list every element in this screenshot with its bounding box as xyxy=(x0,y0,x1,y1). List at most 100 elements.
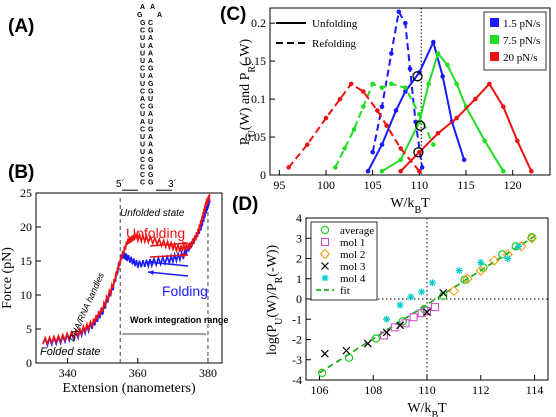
y-axis-label-c: PU(W) and PR(-W) xyxy=(238,38,258,145)
average-point xyxy=(371,334,381,343)
end-5-label: 5´ xyxy=(116,178,125,190)
y-tick-label-b: 15 xyxy=(20,254,32,268)
stem-base-left: U xyxy=(140,111,145,118)
refolding-point xyxy=(379,104,385,109)
unfolding-point xyxy=(426,81,431,87)
unfolding-point xyxy=(379,168,385,174)
mol-3-point xyxy=(439,289,448,297)
y-tick-label-d: -2 xyxy=(292,333,302,347)
loop-base: A xyxy=(150,4,155,11)
unfolding-point xyxy=(487,81,492,87)
x-tick-label-c: 110 xyxy=(411,178,429,192)
stem-base-right: A xyxy=(148,73,153,80)
stem-base-left: C xyxy=(140,88,145,95)
x-tick-label-c: 120 xyxy=(504,178,522,192)
y-tick-label-b: 5 xyxy=(26,322,32,336)
stem-base-left: U xyxy=(140,134,145,141)
refolding-point xyxy=(361,89,366,94)
stem-base-right: U xyxy=(148,96,153,103)
y-axis-label-d: log(PU(W)/PR(-W)) xyxy=(265,245,285,356)
annotation-handles: DNA/RNA handles xyxy=(67,271,107,343)
annotation-unfolded-state: Unfolded state xyxy=(120,208,185,219)
panel-label-d: (D) xyxy=(232,194,258,215)
refolding-point xyxy=(351,127,357,132)
stem-base-left: U xyxy=(140,81,145,88)
legend-entry-label: mol 2 xyxy=(340,249,365,261)
legend-marker xyxy=(320,225,330,235)
x-tick-label-b: 340 xyxy=(59,366,77,380)
unfolding-arrow-1 xyxy=(149,242,189,247)
unfolding-point xyxy=(393,108,399,113)
annotation-unfolding: Unfolding xyxy=(126,225,185,241)
unfolding-point xyxy=(482,138,487,144)
y-tick-label-d: 1 xyxy=(296,272,302,286)
refolding-point xyxy=(431,142,436,147)
folding-arrow-2-head xyxy=(148,270,154,275)
y-tick-label-c: 0.15 xyxy=(245,54,266,68)
stem-base-right: A xyxy=(148,142,153,149)
y-tick-label-b: 20 xyxy=(20,220,32,234)
legend-rate-1: 1.5 pN/s xyxy=(503,18,540,30)
stem-base-right: G xyxy=(148,88,154,95)
stem-base-right: A xyxy=(148,35,153,42)
legend-rate-2: 7.5 pN/s xyxy=(503,35,540,47)
x-tick-label-c: 100 xyxy=(317,178,335,192)
unfolding-arrow-2 xyxy=(149,254,189,258)
annotation-folded-state: Folded state xyxy=(40,346,101,358)
mol-3-point xyxy=(423,308,431,317)
mol-1-point xyxy=(379,331,388,340)
stem-base-right: G xyxy=(148,157,154,164)
mol-3-point xyxy=(320,349,329,358)
y-tick-label-c: 0.05 xyxy=(245,130,266,144)
panel-c-work-distributions: 0 0.05 0.1 0.15 0.2 95 100 105 110 115 120 Unfoldi… xyxy=(238,7,551,216)
x-tick-label-c: 105 xyxy=(364,178,382,192)
y-tick-label-b: 25 xyxy=(20,186,32,200)
mol-4-point xyxy=(514,242,522,250)
loop-base: G xyxy=(137,12,143,19)
refolding-point xyxy=(286,165,291,170)
unfolding-point xyxy=(431,39,436,45)
unfolding-point xyxy=(529,168,534,174)
legend-unfolding-label: Unfolding xyxy=(312,18,358,30)
y-tick-label-d: -1 xyxy=(292,312,302,326)
stem-base-left: U xyxy=(140,43,145,50)
unfolding-point xyxy=(501,104,506,109)
legend-swatch-red xyxy=(490,52,499,61)
refolding-point xyxy=(337,96,343,102)
legend-entry-label: mol 3 xyxy=(340,261,366,273)
average-point xyxy=(317,368,327,378)
legend-marker xyxy=(319,248,331,260)
y-tick-label-c: 0 xyxy=(260,168,266,182)
panel-label-c: (C) xyxy=(220,4,246,25)
unfolding-point xyxy=(365,168,371,174)
folding-arrow-1-head xyxy=(148,260,154,265)
stem-base-left: U xyxy=(140,149,145,156)
crossing-circle xyxy=(412,71,423,82)
legend-refolding-label: Refolding xyxy=(312,38,356,50)
y-tick-label-b: 0 xyxy=(26,356,32,370)
crossing-circle xyxy=(415,120,426,131)
axis-ticks-d: -4 -3 -2 -1 0 1 2 3 4 106 108 110 112 114 xyxy=(292,211,543,397)
legend-swatch-blue xyxy=(490,18,499,27)
refolding-point xyxy=(361,104,366,109)
x-tick-label-d: 108 xyxy=(364,383,382,397)
stem-base-right: A xyxy=(148,134,153,141)
refolding-point xyxy=(305,142,310,147)
folding-arrow-2 xyxy=(147,271,189,277)
refolding-point xyxy=(323,115,329,121)
average-point xyxy=(460,275,469,284)
legend-swatch-green xyxy=(490,35,499,44)
stem-base-right: A xyxy=(148,149,153,156)
mol-3-point xyxy=(342,346,351,355)
stem-base-right: G xyxy=(148,172,154,179)
y-tick-label-d: 4 xyxy=(296,211,302,225)
refolding-point xyxy=(407,66,413,72)
stem-base-left: A xyxy=(140,96,145,103)
stem-base-left: U xyxy=(140,142,145,149)
x-tick-label-c: 95 xyxy=(273,178,285,192)
refolding-curve xyxy=(287,82,421,172)
legend-marker xyxy=(321,274,329,282)
stem-base-left: C xyxy=(140,157,145,164)
unfolding-point xyxy=(435,51,441,56)
